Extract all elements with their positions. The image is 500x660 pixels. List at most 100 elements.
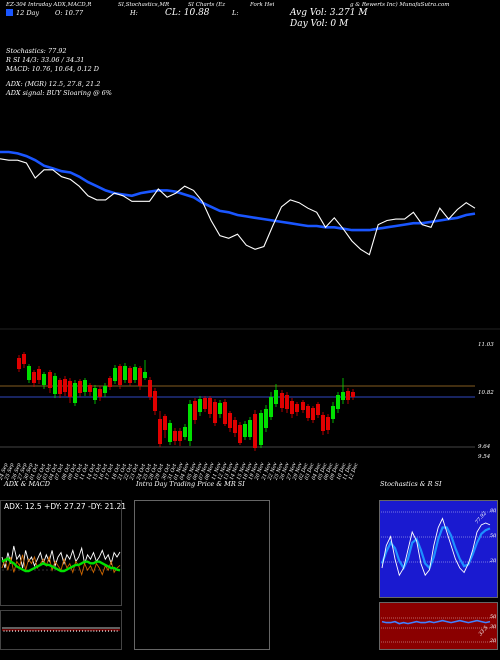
candle-body <box>213 402 217 423</box>
rsi-line <box>381 619 491 625</box>
candle-body <box>218 403 222 414</box>
header-title-5: g & Rewerts Inc) MunafaSutra.com <box>350 2 450 8</box>
candle-body <box>183 427 187 437</box>
candle-body <box>316 404 320 415</box>
candle-body <box>269 397 273 417</box>
y-label-0: 11.03 <box>478 342 494 348</box>
header-high: H: <box>130 9 138 17</box>
candle-body <box>158 419 162 444</box>
candle-body <box>118 366 122 385</box>
indicator-layer <box>1 511 496 643</box>
candle-body <box>173 431 177 441</box>
candle-body <box>274 390 278 404</box>
candle-body <box>253 414 257 448</box>
header-low: L: <box>232 9 239 17</box>
candle-body <box>32 372 36 383</box>
candle-body <box>148 380 152 397</box>
candle-body <box>290 401 294 414</box>
candle-body <box>351 392 355 397</box>
y-label-2: 9.64 <box>478 444 491 450</box>
adx-panel-label: ADX & MACD <box>4 480 50 488</box>
adx-values-label: ADX: 12.5 +DY: 27.27 -DY: 21.21 <box>4 502 127 511</box>
candle-body <box>98 389 102 397</box>
rsi-label-20: 20 <box>490 638 497 644</box>
candle-body <box>48 372 52 388</box>
candle-body <box>153 391 157 411</box>
candle-body <box>58 380 62 394</box>
candle-body <box>143 372 147 378</box>
stoch-panel <box>379 500 498 598</box>
header-title-1: EZ-304 Intraday ADX,MACD,R <box>6 2 92 8</box>
candle-body <box>238 425 242 443</box>
candle-body <box>73 383 77 403</box>
candle-body <box>346 391 350 400</box>
adx-panel <box>0 500 122 606</box>
candle-body <box>301 402 305 410</box>
candle-body <box>42 374 46 385</box>
plus-di-line <box>1 545 121 569</box>
candle-body <box>311 408 315 420</box>
macd-panel <box>0 610 122 650</box>
candle-body <box>178 431 182 441</box>
stoch-k-line <box>381 517 491 577</box>
candle-body <box>259 413 263 445</box>
candle-body <box>193 401 197 420</box>
stoch-d-line <box>380 526 491 571</box>
candle-body <box>63 379 67 392</box>
rsi-label-30: 30 <box>490 624 497 630</box>
candle-body <box>163 416 167 430</box>
candle-body <box>78 381 82 393</box>
candle-body <box>123 366 127 380</box>
stochastics-readout: Stochastics: 77.92 <box>6 47 67 55</box>
candle-body <box>198 399 202 412</box>
candle-body <box>37 369 41 380</box>
candle-body <box>285 395 289 409</box>
candle-body <box>108 378 112 387</box>
candle-body <box>233 420 237 433</box>
price-line <box>0 158 476 256</box>
intraday-panel <box>134 500 270 650</box>
y-label-3: 9.54 <box>478 454 491 460</box>
stoch-label-80: 80 <box>490 508 497 514</box>
header-title-3: SI Charts (Ez <box>188 2 226 8</box>
candle-body <box>331 406 335 419</box>
intraday-panel-label: Intra Day Trading Price & MR SI <box>136 480 245 488</box>
candle-body <box>248 420 252 437</box>
candle-body <box>168 423 172 442</box>
rsi-readout: R SI 14/3: 33.06 / 34.31 <box>6 56 85 64</box>
candle-body <box>93 388 97 400</box>
header-title-2: SI,Stochastics,MR <box>118 2 170 8</box>
candle-body <box>103 386 107 393</box>
header-avg-vol: Avg Vol: 3.271 M <box>290 8 368 18</box>
candle-body <box>88 385 92 392</box>
adx-readout: ADX: (MGR) 12.5, 27.8, 21.2 <box>6 80 101 88</box>
candle-body <box>128 368 132 383</box>
y-label-1: 10.82 <box>478 390 494 396</box>
candle-body <box>113 368 117 381</box>
stoch-panel-label: Stochastics & R SI <box>380 480 442 488</box>
header-open: O: 10.77 <box>55 9 84 17</box>
adx-line <box>1 557 121 573</box>
candle-body <box>223 402 227 424</box>
candle-layer <box>0 352 475 451</box>
candle-body <box>83 380 87 392</box>
stoch-label-50: 50 <box>490 533 497 539</box>
candle-body <box>321 415 325 431</box>
legend-square-icon <box>6 9 13 16</box>
candle-body <box>203 398 207 409</box>
header-day-vol: Day Vol: 0 M <box>290 19 349 29</box>
candle-body <box>53 376 57 394</box>
candle-body <box>306 406 310 418</box>
macd-readout: MACD: 10.76, 10.64, 0.12 D <box>6 65 100 73</box>
candle-body <box>280 393 284 408</box>
price-line-layer <box>0 150 476 256</box>
candle-body <box>295 404 299 412</box>
ma-line <box>0 150 476 232</box>
header-date: 12 Day <box>16 9 40 17</box>
rsi-panel <box>379 602 498 650</box>
header-close: CL: 10.88 <box>165 8 210 18</box>
candle-body <box>228 413 232 428</box>
candle-body <box>264 409 268 428</box>
